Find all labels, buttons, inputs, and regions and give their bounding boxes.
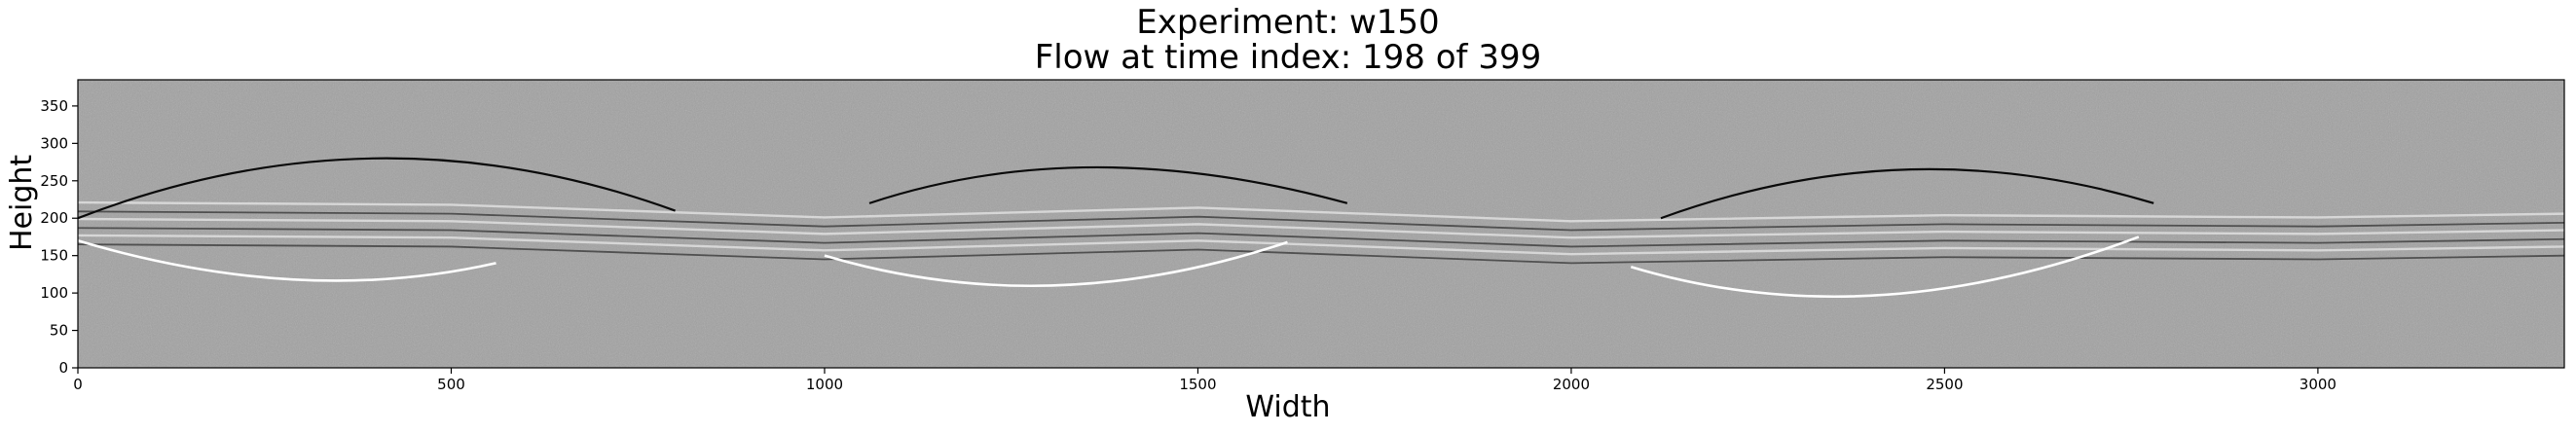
y-tick-label: 100 xyxy=(40,284,68,302)
x-axis-label: Width xyxy=(1245,390,1331,424)
flow-streak xyxy=(78,200,2564,223)
x-tick-label: 3000 xyxy=(2300,376,2337,393)
y-axis: 0 50 100 150 200 250 300 350 xyxy=(40,97,78,377)
flow-streak xyxy=(78,210,2564,232)
y-tick-label: 250 xyxy=(40,172,68,190)
y-tick-label: 350 xyxy=(40,97,68,115)
lower-arc xyxy=(1630,235,2140,299)
upper-arc xyxy=(1660,167,2154,220)
x-tick-label: 1500 xyxy=(1179,376,1216,393)
x-tick-label: 2000 xyxy=(1553,376,1590,393)
y-axis-label: Height xyxy=(5,154,39,251)
lower-arc xyxy=(824,240,1288,287)
upper-arc xyxy=(868,165,1348,204)
chart-title-line-2: Flow at time index: 198 of 399 xyxy=(1034,38,1542,77)
x-axis: 0 500 1000 1500 2000 2500 3000 xyxy=(73,368,2337,393)
flow-streak xyxy=(78,217,2564,239)
upper-arc xyxy=(78,157,676,220)
chart-title-line-1: Experiment: w150 xyxy=(1136,3,1440,42)
x-tick-label: 0 xyxy=(73,376,83,393)
image-noise xyxy=(78,80,2564,368)
flow-streak xyxy=(78,234,2564,256)
lower-arc xyxy=(78,239,497,282)
y-tick-label: 200 xyxy=(40,209,68,227)
axes-frame xyxy=(77,79,2565,369)
x-tick-label: 1000 xyxy=(806,376,843,393)
y-tick-label: 0 xyxy=(58,359,68,377)
y-tick-label: 150 xyxy=(40,247,68,265)
flow-streak xyxy=(78,243,2564,265)
y-tick-label: 300 xyxy=(40,134,68,152)
x-tick-label: 2500 xyxy=(1926,376,1963,393)
y-tick-label: 50 xyxy=(50,322,68,340)
flow-image xyxy=(78,80,2564,368)
x-tick-label: 500 xyxy=(437,376,465,393)
flow-streak xyxy=(78,227,2564,248)
